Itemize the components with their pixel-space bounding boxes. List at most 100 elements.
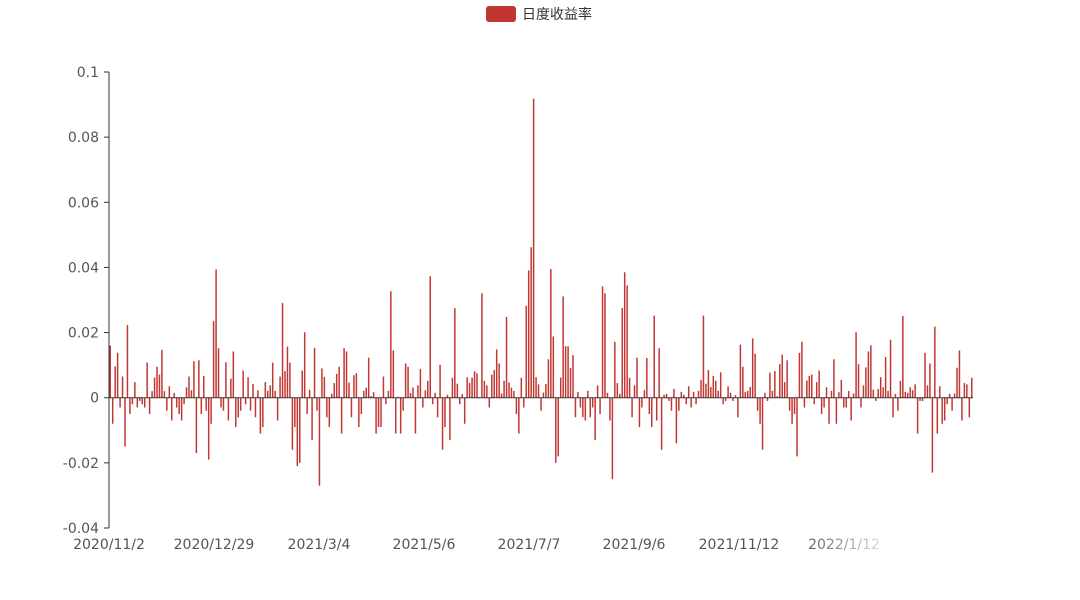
bar[interactable]: [235, 397, 237, 428]
bar[interactable]: [269, 385, 271, 398]
bar[interactable]: [702, 315, 705, 398]
bar[interactable]: [875, 397, 877, 401]
bar[interactable]: [527, 270, 530, 398]
bar[interactable]: [291, 397, 294, 450]
bar[interactable]: [129, 397, 131, 414]
bar[interactable]: [299, 397, 301, 463]
bar[interactable]: [441, 397, 444, 450]
bar[interactable]: [350, 397, 353, 418]
bar[interactable]: [284, 371, 286, 398]
bar[interactable]: [835, 397, 838, 424]
bar[interactable]: [830, 390, 833, 398]
bar[interactable]: [633, 385, 636, 398]
bar[interactable]: [587, 390, 589, 398]
bar[interactable]: [540, 397, 542, 411]
bar[interactable]: [806, 380, 808, 398]
bar[interactable]: [948, 393, 951, 398]
bar[interactable]: [697, 390, 700, 398]
bar[interactable]: [779, 364, 781, 398]
bar[interactable]: [673, 388, 675, 398]
bar[interactable]: [860, 397, 862, 408]
bar[interactable]: [678, 397, 680, 411]
bar[interactable]: [865, 367, 867, 398]
bar[interactable]: [126, 325, 129, 398]
bar[interactable]: [877, 388, 879, 398]
bar[interactable]: [289, 362, 291, 398]
bar[interactable]: [456, 383, 459, 398]
bar[interactable]: [380, 397, 382, 428]
bar[interactable]: [636, 357, 638, 398]
bar[interactable]: [776, 396, 779, 398]
bar[interactable]: [771, 390, 774, 398]
bar[interactable]: [889, 339, 892, 398]
bar[interactable]: [857, 364, 860, 398]
bar[interactable]: [555, 397, 557, 463]
bar[interactable]: [387, 390, 390, 398]
bar[interactable]: [791, 397, 793, 424]
bar[interactable]: [894, 393, 897, 398]
bar[interactable]: [892, 397, 894, 418]
bar[interactable]: [471, 377, 473, 398]
bar[interactable]: [188, 376, 190, 398]
bar[interactable]: [956, 367, 958, 398]
bar[interactable]: [446, 394, 449, 398]
bar[interactable]: [855, 332, 857, 398]
bar[interactable]: [685, 397, 687, 405]
bar[interactable]: [412, 387, 414, 398]
bar[interactable]: [340, 397, 343, 434]
bar[interactable]: [451, 377, 454, 398]
bar[interactable]: [254, 397, 257, 418]
bar[interactable]: [203, 375, 205, 398]
bar[interactable]: [623, 272, 626, 398]
bar[interactable]: [353, 375, 355, 398]
bar[interactable]: [333, 383, 335, 398]
bar[interactable]: [808, 375, 811, 398]
bar[interactable]: [941, 397, 943, 424]
bar[interactable]: [301, 370, 303, 398]
bar[interactable]: [966, 384, 968, 398]
bar[interactable]: [914, 384, 916, 398]
bar[interactable]: [796, 397, 798, 457]
bar[interactable]: [134, 382, 136, 398]
bar[interactable]: [663, 394, 665, 398]
bar[interactable]: [463, 397, 466, 424]
bar[interactable]: [468, 383, 471, 398]
bar[interactable]: [936, 397, 939, 434]
bar[interactable]: [596, 385, 599, 398]
bar[interactable]: [306, 397, 308, 414]
bar[interactable]: [968, 397, 971, 418]
bar[interactable]: [574, 397, 577, 418]
bar[interactable]: [143, 397, 146, 408]
bar[interactable]: [916, 397, 919, 434]
bar[interactable]: [156, 366, 158, 398]
bar[interactable]: [215, 269, 217, 398]
bar[interactable]: [774, 371, 776, 398]
bar[interactable]: [680, 391, 683, 398]
bar[interactable]: [687, 386, 690, 398]
bar[interactable]: [237, 397, 239, 418]
bar[interactable]: [582, 397, 584, 418]
bar[interactable]: [198, 360, 200, 398]
bar[interactable]: [274, 390, 276, 398]
bar[interactable]: [867, 351, 870, 398]
bar[interactable]: [313, 347, 316, 398]
bar[interactable]: [436, 397, 439, 418]
bar[interactable]: [444, 397, 446, 428]
bar[interactable]: [695, 397, 697, 405]
bar[interactable]: [852, 393, 855, 398]
bar[interactable]: [271, 362, 274, 398]
bar[interactable]: [419, 369, 422, 398]
bar[interactable]: [747, 390, 749, 398]
bar[interactable]: [683, 394, 685, 398]
bar[interactable]: [508, 382, 510, 398]
bar[interactable]: [124, 397, 126, 447]
bar[interactable]: [294, 397, 296, 428]
bar[interactable]: [761, 397, 764, 450]
bar[interactable]: [267, 390, 269, 398]
bar[interactable]: [335, 373, 338, 398]
bar[interactable]: [845, 397, 847, 408]
bar[interactable]: [658, 348, 660, 398]
bar[interactable]: [872, 389, 875, 398]
bar[interactable]: [850, 397, 852, 421]
bar[interactable]: [732, 397, 734, 401]
